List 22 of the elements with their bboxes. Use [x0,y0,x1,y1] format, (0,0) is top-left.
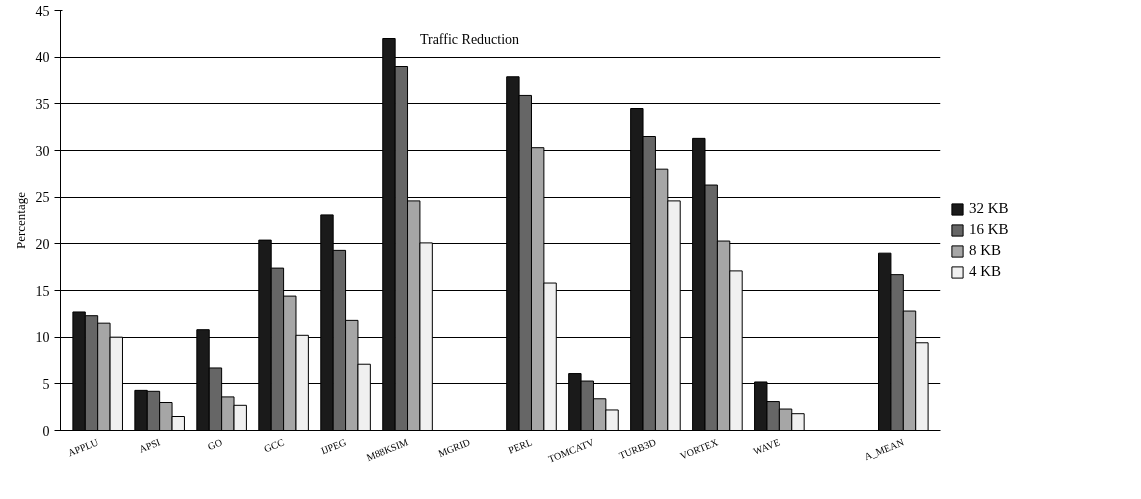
legend-label: 8 KB [969,242,1002,259]
y-tick-label: 35 [35,96,50,112]
y-tick-label: 20 [35,236,50,252]
legend-label: 16 KB [969,221,1009,238]
legend-label: 4 KB [969,263,1002,280]
x-tick-label: GCC [262,436,286,455]
y-tick-label: 40 [35,50,50,66]
y-tick-label: 30 [35,143,50,159]
y-tick-label: 45 [35,3,50,19]
y-tick-label: 10 [35,330,50,346]
text: Traffic Reduction [419,32,520,48]
y-axis-title: Percentage [12,191,28,250]
x-tick-label: IJPEG [319,436,348,457]
y-tick-label: 15 [35,283,50,299]
x-tick-label: APSI [137,436,162,455]
x-tick-label: PERL [506,436,534,456]
legend-label: 32 KB [969,200,1009,217]
x-tick-label: WAVE [751,436,782,457]
y-tick-label: 0 [42,423,50,439]
y-tick-label: 5 [42,376,50,392]
x-tick-label: GO [206,436,224,453]
y-tick-label: 25 [35,190,50,206]
